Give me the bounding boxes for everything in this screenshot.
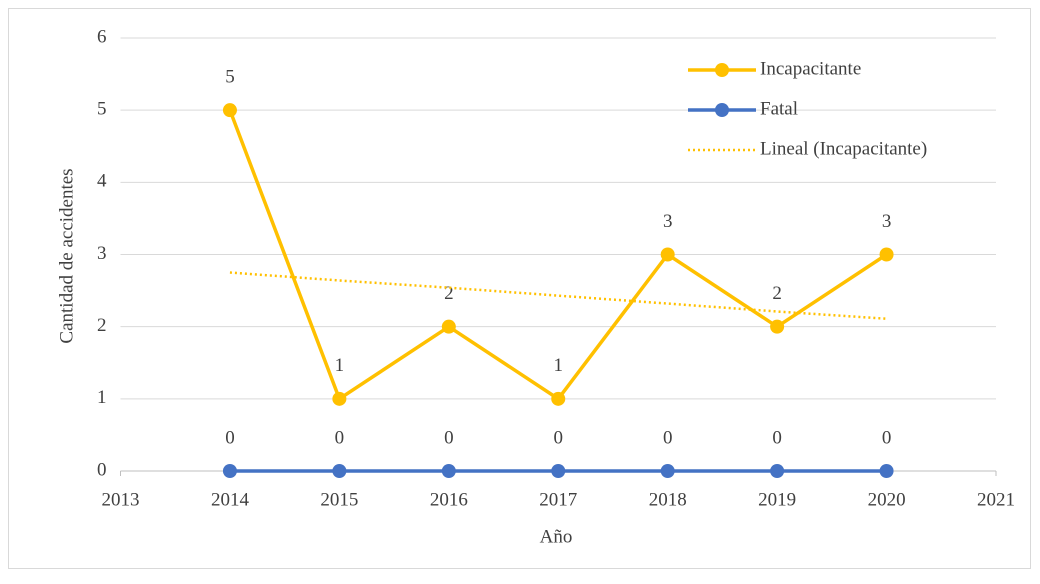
y-axis-title: Cantidad de accidentes [56,168,77,343]
data-label: 1 [554,355,564,376]
data-label: 3 [663,211,673,232]
point [770,464,785,478]
x-axis-title: Año [540,526,573,547]
x-tick-label: 2014 [211,489,250,510]
y-tick-label: 6 [97,26,107,47]
data-label: 0 [554,427,564,448]
point [879,247,894,262]
point [332,464,347,478]
x-tick-label: 2020 [868,489,906,510]
point [441,319,456,334]
point [660,247,675,262]
data-label: 3 [882,211,892,232]
data-label: 2 [444,283,454,304]
y-tick-label: 0 [97,459,107,480]
legend-marker [715,103,729,117]
x-tick-label: 2018 [649,489,687,510]
y-tick-label: 4 [97,171,107,192]
data-label: 2 [772,283,782,304]
x-tick-label: 2017 [539,489,577,510]
x-tick-label: 2019 [758,489,796,510]
legend-marker [715,63,729,77]
y-tick-label: 5 [97,99,107,120]
y-tick-label: 1 [97,387,107,408]
x-tick-label: 2016 [430,489,468,510]
chart-border [8,8,1031,569]
data-label: 0 [772,427,782,448]
point [222,103,237,118]
point [441,464,456,478]
point [660,464,675,478]
point [551,464,566,478]
y-tick-label: 3 [97,243,107,264]
point [332,391,347,406]
data-label: 1 [335,355,345,376]
data-label: 5 [225,67,235,88]
data-label: 0 [663,427,673,448]
x-tick-label: 2013 [102,489,140,510]
x-tick-label: 2015 [320,489,358,510]
y-tick-label: 2 [97,315,107,336]
data-label: 0 [882,427,892,448]
legend-label: Incapacitante [760,58,861,79]
point [222,464,237,478]
data-label: 0 [335,427,345,448]
point [879,464,894,478]
point [770,319,785,334]
point [551,391,566,406]
x-tick-label: 2021 [977,489,1015,510]
legend-label: Fatal [760,98,798,119]
legend-label: Lineal (Incapacitante) [760,138,927,159]
data-label: 0 [444,427,454,448]
data-label: 0 [225,427,235,448]
